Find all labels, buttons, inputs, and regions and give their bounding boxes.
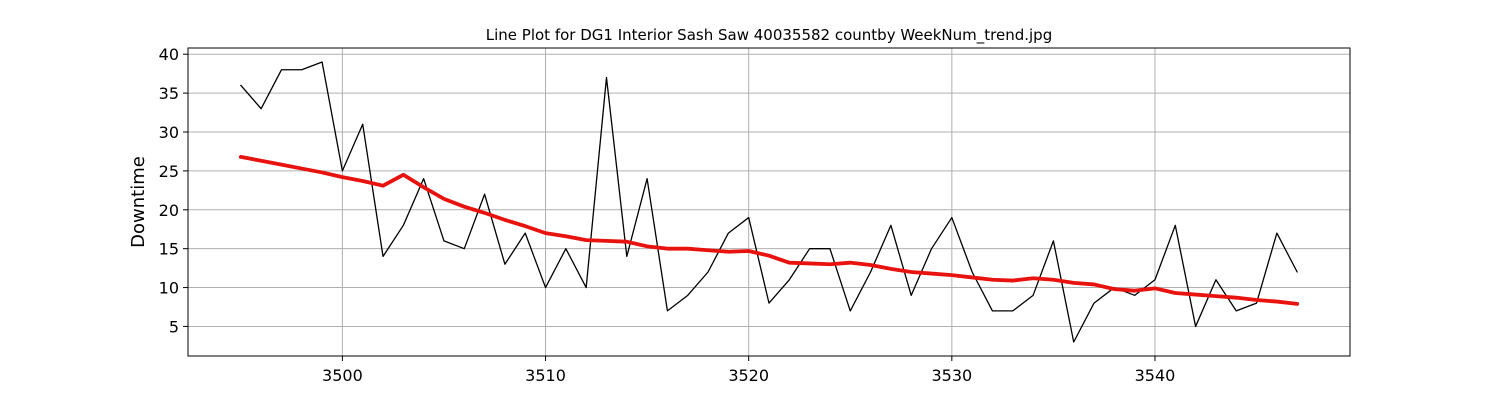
series-layer [238, 61, 1300, 343]
y-tick-label: 5 [169, 317, 179, 336]
y-tick-label: 10 [159, 279, 179, 298]
y-tick-label: 40 [159, 45, 179, 64]
y-tick-label: 35 [159, 84, 179, 103]
x-tick-label: 3510 [525, 366, 566, 385]
y-tick-label: 30 [159, 123, 179, 142]
y-tick-label: 20 [159, 201, 179, 220]
x-tick-label: 3530 [931, 366, 972, 385]
y-tick-label: 15 [159, 240, 179, 259]
trend-series-line [238, 154, 1300, 306]
x-tick-label: 3500 [322, 366, 363, 385]
y-axis-label: Downtime [128, 156, 149, 248]
y-tick-label: 25 [159, 162, 179, 181]
downtime-series-line [240, 61, 1298, 343]
chart-title: Line Plot for DG1 Interior Sash Saw 4003… [486, 26, 1052, 45]
x-tick-label: 3540 [1135, 366, 1176, 385]
plot-frame [187, 47, 1351, 357]
grid [188, 48, 1350, 356]
x-tick-label: 3520 [728, 366, 769, 385]
